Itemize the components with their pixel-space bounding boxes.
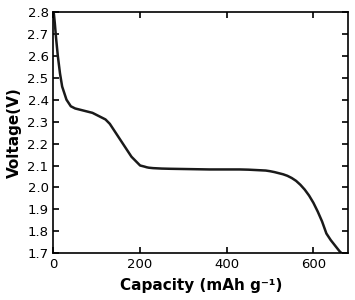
- Y-axis label: Voltage(V): Voltage(V): [7, 87, 22, 178]
- X-axis label: Capacity (mAh g⁻¹): Capacity (mAh g⁻¹): [120, 278, 282, 293]
